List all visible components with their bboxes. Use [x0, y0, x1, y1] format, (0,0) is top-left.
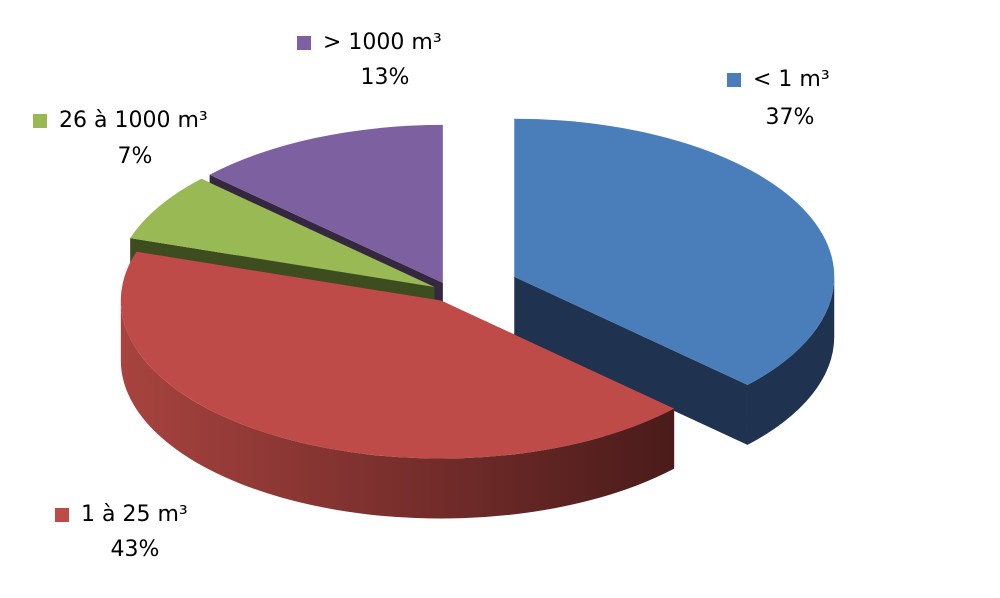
data-label-value: 13%	[361, 65, 410, 90]
slice	[120, 251, 675, 459]
slice	[130, 178, 435, 287]
slice-wall	[120, 300, 675, 519]
slice	[514, 118, 835, 385]
slice-side	[514, 276, 748, 445]
legend-swatch	[297, 36, 311, 50]
slice	[209, 124, 443, 283]
data-label-name: 1 à 25 m³	[81, 502, 188, 527]
slice-wall	[747, 276, 835, 445]
data-label-value: 7%	[118, 144, 153, 169]
data-label-value: 37%	[766, 105, 815, 130]
data-label-name: < 1 m³	[753, 67, 830, 92]
data-label-name: > 1000 m³	[323, 30, 442, 55]
legend-swatch	[33, 114, 47, 128]
legend-swatch	[727, 73, 741, 87]
legend-swatch	[55, 508, 69, 522]
data-label-value: 43%	[111, 537, 160, 562]
data-label-name: 26 à 1000 m³	[59, 108, 208, 133]
